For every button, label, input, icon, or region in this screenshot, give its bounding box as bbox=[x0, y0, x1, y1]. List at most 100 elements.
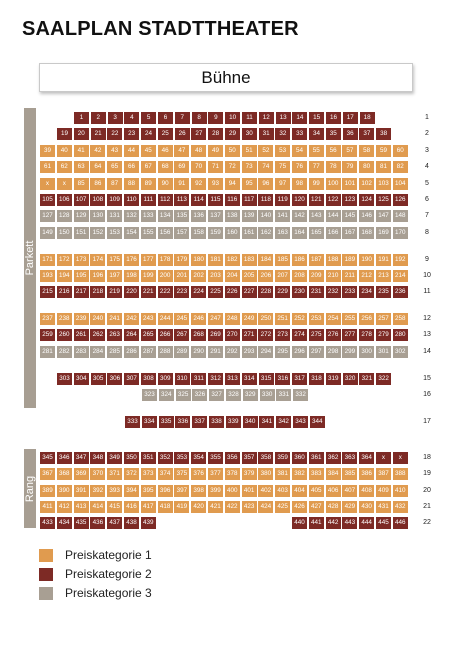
seat[interactable]: 145 bbox=[342, 210, 358, 222]
seat[interactable]: 235 bbox=[376, 286, 391, 298]
seat[interactable]: 298 bbox=[325, 346, 341, 358]
seat[interactable]: 118 bbox=[258, 194, 274, 206]
seat[interactable]: 407 bbox=[342, 485, 358, 497]
seat[interactable]: 146 bbox=[359, 210, 375, 222]
seat[interactable]: 381 bbox=[275, 468, 291, 480]
seat[interactable]: 168 bbox=[359, 227, 375, 239]
seat[interactable]: 253 bbox=[308, 313, 324, 325]
seat[interactable]: 157 bbox=[174, 227, 190, 239]
seat[interactable]: 197 bbox=[107, 270, 123, 282]
seat[interactable]: 441 bbox=[308, 517, 324, 529]
seat[interactable]: 144 bbox=[325, 210, 341, 222]
seat[interactable]: 383 bbox=[308, 468, 324, 480]
seat[interactable]: 439 bbox=[140, 517, 156, 529]
seat[interactable]: 68 bbox=[157, 161, 173, 173]
seat[interactable]: 192 bbox=[392, 254, 408, 266]
seat[interactable]: 41 bbox=[73, 145, 89, 157]
seat[interactable]: 325 bbox=[175, 389, 191, 401]
seat[interactable]: 15 bbox=[309, 112, 325, 124]
seat[interactable]: 444 bbox=[359, 517, 375, 529]
seat[interactable]: 200 bbox=[157, 270, 173, 282]
seat[interactable]: 175 bbox=[107, 254, 123, 266]
seat[interactable]: 131 bbox=[107, 210, 123, 222]
seat[interactable]: 282 bbox=[56, 346, 72, 358]
seat[interactable]: 126 bbox=[392, 194, 408, 206]
seat[interactable]: 38 bbox=[376, 128, 392, 140]
seat[interactable]: 277 bbox=[342, 329, 358, 341]
seat[interactable]: 212 bbox=[359, 270, 375, 282]
seat[interactable]: 332 bbox=[293, 389, 309, 401]
seat[interactable]: 230 bbox=[292, 286, 307, 298]
seat[interactable]: 404 bbox=[292, 485, 307, 497]
seat[interactable]: 286 bbox=[124, 346, 139, 358]
seat[interactable]: 423 bbox=[241, 501, 257, 513]
seat[interactable]: 97 bbox=[275, 178, 291, 190]
seat[interactable]: 98 bbox=[292, 178, 307, 190]
seat[interactable]: 93 bbox=[208, 178, 223, 190]
seat[interactable]: 164 bbox=[292, 227, 307, 239]
seat[interactable]: 46 bbox=[157, 145, 173, 157]
seat[interactable]: 88 bbox=[124, 178, 139, 190]
seat[interactable]: 338 bbox=[209, 416, 224, 428]
seat[interactable]: 279 bbox=[376, 329, 391, 341]
seat[interactable]: 411 bbox=[40, 501, 55, 513]
seat[interactable]: 5 bbox=[141, 112, 157, 124]
seat[interactable]: 71 bbox=[208, 161, 223, 173]
seat[interactable]: 334 bbox=[141, 416, 157, 428]
seat[interactable]: 428 bbox=[325, 501, 341, 513]
seat[interactable]: 23 bbox=[124, 128, 140, 140]
seat[interactable]: 37 bbox=[359, 128, 375, 140]
seat[interactable]: 129 bbox=[73, 210, 89, 222]
seat[interactable]: 247 bbox=[208, 313, 223, 325]
seat[interactable]: 64 bbox=[90, 161, 106, 173]
seat[interactable]: 306 bbox=[107, 373, 123, 385]
seat[interactable]: 66 bbox=[124, 161, 139, 173]
seat[interactable]: 111 bbox=[140, 194, 156, 206]
seat[interactable]: 8 bbox=[191, 112, 207, 124]
seat[interactable]: 344 bbox=[309, 416, 325, 428]
seat[interactable]: 219 bbox=[107, 286, 123, 298]
seat[interactable]: 389 bbox=[40, 485, 55, 497]
seat[interactable]: 79 bbox=[342, 161, 358, 173]
seat[interactable]: 385 bbox=[342, 468, 358, 480]
seat[interactable]: 283 bbox=[73, 346, 89, 358]
seat[interactable]: 322 bbox=[376, 373, 392, 385]
seat[interactable]: 237 bbox=[40, 313, 55, 325]
seat[interactable]: 14 bbox=[292, 112, 308, 124]
seat[interactable]: 430 bbox=[359, 501, 375, 513]
seat[interactable]: 137 bbox=[208, 210, 223, 222]
seat[interactable]: 180 bbox=[191, 254, 207, 266]
seat[interactable]: 312 bbox=[208, 373, 224, 385]
seat[interactable]: 226 bbox=[224, 286, 240, 298]
seat[interactable]: 398 bbox=[191, 485, 207, 497]
seat[interactable]: 414 bbox=[90, 501, 106, 513]
seat[interactable]: 254 bbox=[325, 313, 341, 325]
seat[interactable]: 412 bbox=[56, 501, 72, 513]
seat[interactable]: 238 bbox=[56, 313, 72, 325]
seat[interactable]: 346 bbox=[56, 452, 72, 464]
seat[interactable]: 386 bbox=[359, 468, 375, 480]
seat[interactable]: 303 bbox=[57, 373, 72, 385]
seat[interactable]: 436 bbox=[90, 517, 106, 529]
seat[interactable]: 91 bbox=[174, 178, 190, 190]
seat[interactable]: 246 bbox=[191, 313, 207, 325]
seat[interactable]: 215 bbox=[40, 286, 55, 298]
seat[interactable]: 87 bbox=[107, 178, 123, 190]
seat[interactable]: 370 bbox=[90, 468, 106, 480]
seat[interactable]: 224 bbox=[191, 286, 207, 298]
seat[interactable]: 408 bbox=[359, 485, 375, 497]
seat[interactable]: 440 bbox=[292, 517, 307, 529]
seat[interactable]: 289 bbox=[174, 346, 190, 358]
seat[interactable]: 106 bbox=[56, 194, 72, 206]
seat[interactable]: 182 bbox=[224, 254, 240, 266]
seat[interactable]: 413 bbox=[73, 501, 89, 513]
seat[interactable]: 357 bbox=[241, 452, 257, 464]
seat[interactable]: 21 bbox=[90, 128, 106, 140]
seat[interactable]: 65 bbox=[107, 161, 123, 173]
seat[interactable]: 69 bbox=[174, 161, 190, 173]
seat[interactable]: 281 bbox=[40, 346, 55, 358]
seat[interactable]: 369 bbox=[73, 468, 89, 480]
seat[interactable]: 394 bbox=[124, 485, 139, 497]
seat[interactable]: 287 bbox=[140, 346, 156, 358]
seat[interactable]: 424 bbox=[258, 501, 274, 513]
